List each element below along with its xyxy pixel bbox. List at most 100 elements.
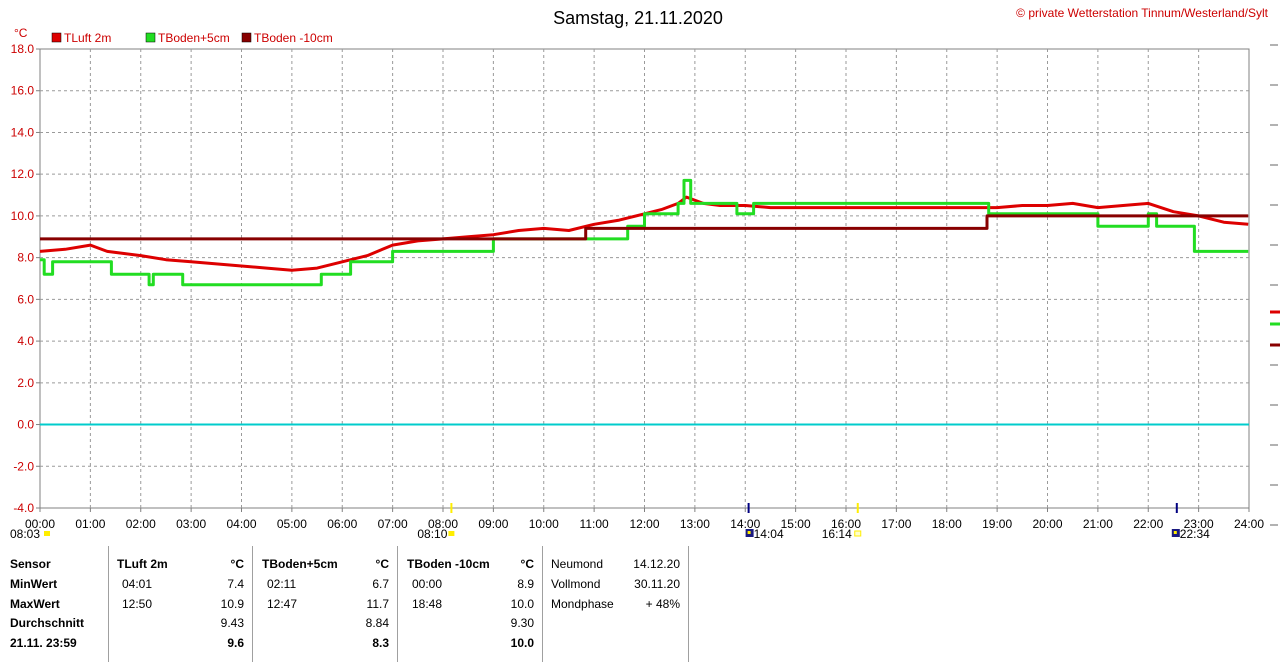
marker-label: 16:14 bbox=[822, 527, 852, 541]
x-tick-label: 16:00 bbox=[831, 517, 861, 531]
y-tick-label: -2.0 bbox=[13, 459, 34, 473]
vollmond-label: Vollmond bbox=[551, 577, 601, 591]
marker-label: 08:10 bbox=[417, 527, 447, 541]
x-tick-label: 18:00 bbox=[932, 517, 962, 531]
y-tick-label: 18.0 bbox=[11, 42, 35, 56]
sunset-icon bbox=[854, 530, 862, 537]
tboden5-current: 8.3 bbox=[372, 636, 389, 650]
x-tick-label: 06:00 bbox=[327, 517, 357, 531]
marker-label: 22:34 bbox=[1180, 527, 1210, 541]
x-tick-label: 08:00 bbox=[428, 517, 458, 531]
x-tick-label: 07:00 bbox=[378, 517, 408, 531]
tboden10-average: 9.30 bbox=[510, 616, 534, 630]
row-label-avg: Durchschnitt bbox=[10, 616, 85, 630]
y-tick-label: -4.0 bbox=[13, 501, 34, 515]
y-tick-label: 4.0 bbox=[17, 334, 34, 348]
y-tick-label: 2.0 bbox=[17, 376, 34, 390]
temperature-chart: Samstag, 21.11.2020 © private Wetterstat… bbox=[10, 6, 1280, 541]
row-label-min: MinWert bbox=[10, 577, 58, 591]
x-tick-label: 10:00 bbox=[529, 517, 559, 531]
legend-swatch bbox=[145, 32, 156, 43]
x-tick-label: 20:00 bbox=[1032, 517, 1062, 531]
x-axis-ticks: 00:00 01:00 02:00 03:00 04:00 05:00 06:00 07:00… bbox=[25, 508, 1264, 531]
tboden5-min-time: 02:11 bbox=[267, 577, 297, 591]
x-tick-label: 24:00 bbox=[1234, 517, 1264, 531]
x-tick-label: 21:00 bbox=[1083, 517, 1113, 531]
tluft-average: 9.43 bbox=[220, 616, 244, 630]
marker-label: 08:03 bbox=[10, 527, 40, 541]
x-tick-label: 03:00 bbox=[176, 517, 206, 531]
y-tick-label: 8.0 bbox=[17, 251, 34, 265]
x-tick-label: 11:00 bbox=[580, 517, 609, 531]
legend-swatch bbox=[241, 32, 252, 43]
vollmond-date: 30.11.20 bbox=[634, 577, 680, 591]
tluft-current: 9.6 bbox=[227, 636, 244, 650]
astro-markers: 08:03 08:10 14:04 16:14 22:34 bbox=[10, 503, 1210, 541]
y-axis-unit: °C bbox=[14, 26, 28, 40]
neumond-label: Neumond bbox=[551, 557, 604, 571]
x-tick-label: 09:00 bbox=[478, 517, 508, 531]
x-tick-label: 17:00 bbox=[881, 517, 911, 531]
tboden10-unit: °C bbox=[520, 557, 534, 571]
chart-grid bbox=[39, 48, 1250, 509]
x-tick-label: 23:00 bbox=[1184, 517, 1214, 531]
tboden10-max-time: 18:48 bbox=[412, 597, 443, 611]
row-label-max: MaxWert bbox=[10, 597, 60, 611]
y-tick-label: 12.0 bbox=[11, 167, 35, 181]
x-tick-label: 14:00 bbox=[730, 517, 760, 531]
legend-label: TBoden -10cm bbox=[254, 31, 333, 45]
statistics-table: Sensor MinWert MaxWert Durchschnitt 21.1… bbox=[0, 546, 1280, 662]
moon-dot bbox=[747, 531, 751, 534]
x-tick-label: 13:00 bbox=[680, 517, 710, 531]
x-tick-label: 00:00 bbox=[25, 517, 55, 531]
tboden10-header: TBoden -10cm bbox=[407, 557, 490, 571]
sunrise-icon bbox=[44, 531, 50, 536]
copyright-text: © private Wetterstation Tinnum/Westerlan… bbox=[1016, 6, 1269, 20]
tboden5-min-value: 6.7 bbox=[372, 577, 389, 591]
tboden5-unit: °C bbox=[375, 557, 389, 571]
tluft-max-value: 10.9 bbox=[220, 597, 244, 611]
neumond-date: 14.12.20 bbox=[633, 557, 680, 571]
x-tick-label: 05:00 bbox=[277, 517, 307, 531]
series-line bbox=[40, 178, 1249, 287]
tluft-max-time: 12:50 bbox=[122, 597, 153, 611]
tluft-header: TLuft 2m bbox=[117, 557, 168, 571]
tluft-unit: °C bbox=[230, 557, 244, 571]
moon-dot bbox=[1173, 531, 1177, 534]
chart-series bbox=[39, 178, 1249, 287]
series-line bbox=[39, 195, 1249, 272]
y-tick-label: 6.0 bbox=[17, 292, 34, 306]
y-axis-ticks: 18.0 16.0 14.0 12.0 10.0 8.0 6.0 4.0 2.0 0.0 -2.0 -… bbox=[11, 42, 40, 515]
tluft-min-time: 04:01 bbox=[122, 577, 153, 591]
x-tick-label: 02:00 bbox=[126, 517, 156, 531]
tboden10-max-value: 10.0 bbox=[510, 597, 534, 611]
tluft-min-value: 7.4 bbox=[227, 577, 244, 591]
mondphase-value: + 48% bbox=[645, 597, 680, 611]
tboden10-min-time: 00:00 bbox=[412, 577, 443, 591]
chart-title: Samstag, 21.11.2020 bbox=[553, 8, 723, 28]
x-tick-label: 22:00 bbox=[1133, 517, 1163, 531]
tboden5-header: TBoden+5cm bbox=[262, 557, 338, 571]
y-tick-label: 10.0 bbox=[11, 209, 35, 223]
legend-swatch bbox=[51, 32, 62, 43]
x-tick-label: 19:00 bbox=[982, 517, 1012, 531]
row-label-sensor: Sensor bbox=[10, 557, 51, 571]
y-tick-label: 16.0 bbox=[11, 84, 35, 98]
x-tick-label: 04:00 bbox=[226, 517, 256, 531]
legend-label: TBoden+5cm bbox=[158, 31, 230, 45]
x-tick-label: 01:00 bbox=[75, 517, 105, 531]
series-line bbox=[40, 214, 1249, 241]
tboden5-max-value: 11.7 bbox=[366, 597, 389, 611]
chart-legend: TLuft 2m TBoden+5cm TBoden -10cm bbox=[51, 31, 333, 45]
right-side-markers bbox=[1270, 44, 1280, 526]
row-label-current: 21.11. 23:59 bbox=[10, 636, 77, 650]
tboden5-max-time: 12:47 bbox=[267, 597, 298, 611]
x-tick-label: 12:00 bbox=[629, 517, 659, 531]
sun-icon bbox=[448, 531, 455, 536]
mondphase-label: Mondphase bbox=[551, 597, 614, 611]
tboden10-min-value: 8.9 bbox=[517, 577, 534, 591]
x-tick-label: 15:00 bbox=[781, 517, 811, 531]
y-tick-label: 14.0 bbox=[11, 125, 35, 139]
y-tick-label: 0.0 bbox=[17, 418, 34, 432]
tboden5-average: 8.84 bbox=[365, 616, 389, 630]
